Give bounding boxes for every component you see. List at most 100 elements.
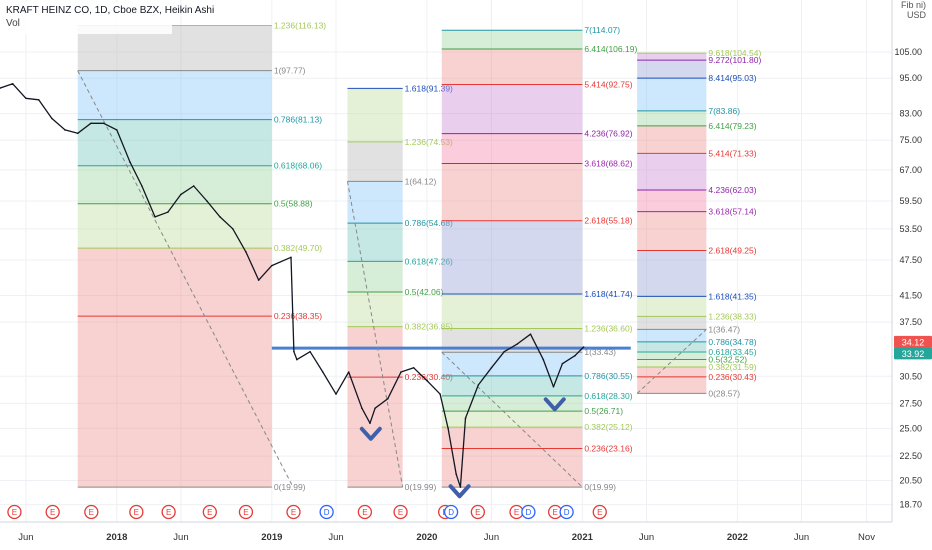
fib-zone <box>441 163 583 221</box>
earnings-marker <box>470 504 486 520</box>
earnings-marker <box>84 504 99 520</box>
fib-level-label: 0(19.99) <box>274 482 306 492</box>
x-tick-label: 2022 <box>727 532 748 543</box>
price-point <box>37 98 40 101</box>
x-tick-label: Jun <box>328 532 343 543</box>
price-point <box>296 358 298 361</box>
fib-level-label: 7(83.86) <box>708 106 740 116</box>
fib-level-label: 0.618(28.30) <box>584 391 632 401</box>
y-tick-label: 75.00 <box>899 135 922 145</box>
fib-layer: 0(19.99) 0.236(38.35) 0.382(49.70) 0.5(58.8… <box>77 21 761 492</box>
fib-zone <box>77 203 272 249</box>
fib-zone <box>441 427 583 449</box>
price-point <box>516 343 519 345</box>
fib-block-4: 0(28.57) 0.236(30.43)0.382(31.59)0.5(32.5… <box>637 48 761 398</box>
fib-trendline <box>636 329 707 394</box>
event-marker-label: E <box>514 508 519 517</box>
price-point <box>257 279 260 281</box>
fib-level-label: 0.5(58.88) <box>274 199 313 209</box>
y-tick-label: 95.00 <box>899 73 922 83</box>
price-point <box>219 216 221 218</box>
trendline-layer <box>77 70 707 488</box>
x-tick-label: 2021 <box>572 532 594 543</box>
x-tick-label: 2018 <box>106 532 127 543</box>
checkmark-icon <box>448 484 471 499</box>
price-point <box>447 427 449 430</box>
price-badge-label: 33.92 <box>902 349 925 359</box>
price-point <box>582 346 585 348</box>
volume-label[interactable]: Vol <box>6 18 20 29</box>
price-point <box>141 185 143 187</box>
earnings-marker <box>7 504 22 520</box>
fib-level-label: 0.786(54.68) <box>405 218 453 228</box>
price-badge <box>894 347 932 360</box>
y-axis-background <box>892 0 932 550</box>
earnings-marker <box>592 504 607 520</box>
price-point <box>412 367 415 369</box>
fib-zone <box>347 291 403 327</box>
x-tick-label: Jun <box>173 532 188 543</box>
earnings-marker <box>238 504 254 520</box>
x-tick-label: 2020 <box>416 532 437 543</box>
price-point <box>206 200 208 202</box>
event-marker-label: E <box>475 508 480 517</box>
fib-zone <box>77 70 272 120</box>
fib-trendline <box>441 351 583 488</box>
price-point <box>102 122 105 125</box>
price-point <box>192 185 195 187</box>
fib-level-label: 0.236(23.16) <box>584 443 632 453</box>
price-point <box>574 354 576 357</box>
fib-level-label: 0.382(36.85) <box>405 322 453 332</box>
price-point <box>64 129 66 131</box>
fib-level-label: 1.236(116.13) <box>274 21 326 31</box>
fib-zone <box>637 367 707 377</box>
fib-level-label: 3.618(68.62) <box>584 159 632 169</box>
price-point <box>347 371 350 373</box>
fib-level-label: 9.618(104.54) <box>708 48 761 58</box>
fib-zone <box>77 119 272 166</box>
price-badge-label: 34.12 <box>902 337 925 347</box>
price-point <box>369 422 371 425</box>
x-tick-label: Jun <box>484 532 499 543</box>
symbol-title[interactable]: KRAFT HEINZ CO, 1D, Cboe BZX, Heikin Ash… <box>6 5 215 16</box>
fib-level-label: 1(64.12) <box>405 176 437 186</box>
event-marker-label: E <box>12 508 17 517</box>
y-tick-label: 83.00 <box>899 109 922 119</box>
fib-zone <box>77 316 272 488</box>
event-markers: EEEEEEEEDEEEDEEDEDE <box>7 504 607 520</box>
fib-zone <box>441 411 583 428</box>
y-axis: 105.00 95.00 83.00 75.00 67.00 59.50 53.50 47.5… <box>891 0 932 550</box>
fib-level-label: 0.5(32.52) <box>708 354 747 364</box>
y-tick-label: 105.00 <box>894 47 922 57</box>
price-point <box>76 132 79 135</box>
fib-level-label: 7(114.07) <box>584 25 620 35</box>
event-marker-label: E <box>398 508 403 517</box>
fib-level-label: 0.236(38.35) <box>274 311 322 321</box>
fib-level-label: 1.236(38.33) <box>708 311 756 321</box>
price-point <box>116 129 118 131</box>
earnings-marker <box>161 504 176 520</box>
fib-zone <box>441 30 583 50</box>
fib-level-label: 0.382(31.59) <box>708 362 756 372</box>
price-point <box>322 371 324 373</box>
y-tick-label: 37.50 <box>899 317 922 327</box>
price-point <box>0 87 1 89</box>
price-point <box>426 379 428 382</box>
fib-level-label: 1.618(41.74) <box>584 289 632 299</box>
fib-zone <box>441 133 583 164</box>
fib-zone <box>77 248 272 317</box>
fib-level-label: 2.618(55.18) <box>584 216 632 226</box>
fib-level-label: 4.236(76.92) <box>584 129 632 139</box>
y-tick-label: 25.00 <box>899 423 922 433</box>
price-point <box>561 362 564 365</box>
earnings-marker <box>202 504 217 520</box>
fib-level-label: 1(33.43) <box>584 347 616 357</box>
unit-line-2: USD <box>906 10 926 20</box>
fib-level-label: 6.414(79.23) <box>708 121 756 131</box>
fib-trendline <box>346 181 404 488</box>
fib-level-label: 9.272(101.80) <box>708 55 761 65</box>
fib-block-3: 0(19.99) 0.236(23.16) 0.382(25.12) 0.5(26.7… <box>441 25 637 492</box>
fib-zone <box>637 190 707 212</box>
